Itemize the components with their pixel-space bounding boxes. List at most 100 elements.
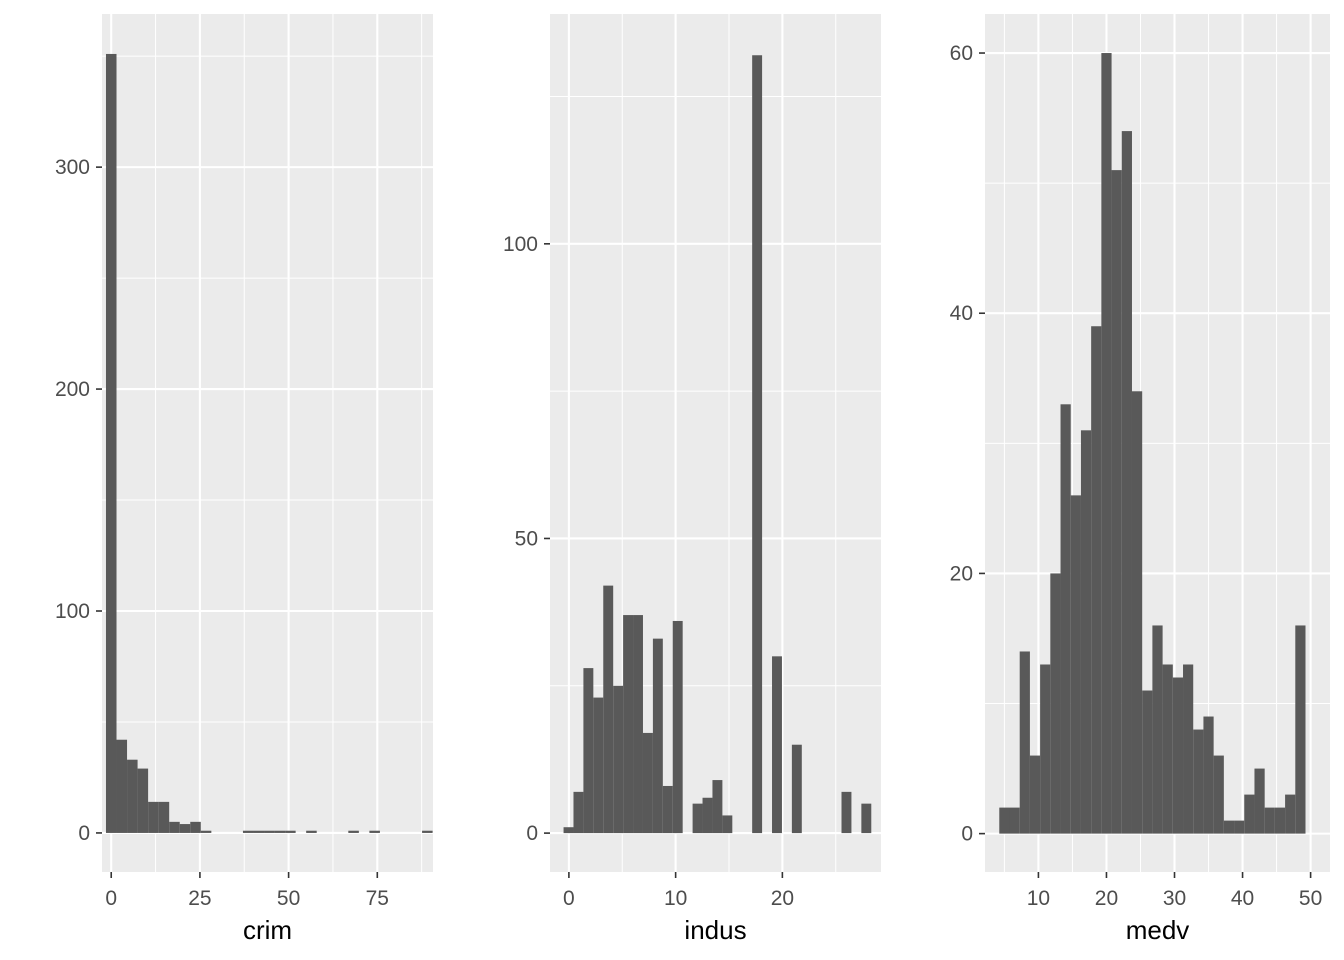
histogram-bar xyxy=(772,656,782,834)
y-tick-label: 0 xyxy=(961,823,973,846)
y-tick-label: 100 xyxy=(55,600,90,623)
histogram-bar xyxy=(1285,794,1296,834)
histogram-bar xyxy=(623,615,634,834)
histogram-bar xyxy=(1152,625,1163,834)
histogram-bar xyxy=(613,685,624,834)
y-tick-label: 50 xyxy=(515,527,538,550)
histogram-bar xyxy=(274,830,286,833)
x-tick-label: 25 xyxy=(188,887,211,910)
histogram-bar xyxy=(573,791,584,834)
histogram-bar xyxy=(1244,794,1255,834)
histogram-bar xyxy=(1091,326,1102,834)
histogram-bar xyxy=(702,797,713,834)
histogram-bar xyxy=(190,821,201,833)
y-tick-label: 60 xyxy=(950,42,973,65)
histogram-bar xyxy=(1264,807,1275,834)
histogram-bar xyxy=(652,638,663,834)
histogram-bar xyxy=(583,668,594,834)
histogram-bar xyxy=(1111,170,1122,834)
histogram-bar xyxy=(1234,820,1245,834)
histogram-bar xyxy=(722,815,733,834)
histogram-bar xyxy=(662,785,673,834)
histogram-bar xyxy=(1060,404,1071,834)
y-tick-label: 0 xyxy=(526,822,538,845)
x-tick-label: 10 xyxy=(1027,887,1050,910)
histogram-bar xyxy=(200,830,212,833)
histogram-bar xyxy=(1101,53,1112,834)
histogram-bar xyxy=(1029,755,1041,834)
histogram-bar xyxy=(1121,131,1132,834)
histogram-bar xyxy=(593,697,604,834)
histogram-bar xyxy=(148,801,159,833)
x-tick-label: 50 xyxy=(277,887,300,910)
histogram-bar xyxy=(672,620,683,834)
histogram-bar xyxy=(253,830,265,833)
histogram-bar xyxy=(642,732,653,834)
panel-background xyxy=(102,14,433,872)
histogram-bar xyxy=(1254,768,1265,834)
histogram-bar xyxy=(285,830,296,833)
y-tick-label: 200 xyxy=(55,378,90,401)
histogram-bar xyxy=(1019,651,1030,834)
histogram-bar xyxy=(563,827,574,834)
histogram-bar xyxy=(1295,625,1306,834)
x-tick-label: 40 xyxy=(1231,887,1254,910)
x-tick-label: 0 xyxy=(105,887,117,910)
histogram-bar xyxy=(712,780,723,834)
histogram-bar xyxy=(1142,690,1153,834)
histogram-bar xyxy=(306,830,317,833)
histogram-bar xyxy=(1223,820,1235,834)
y-tick-label: 40 xyxy=(950,302,973,325)
histogram-bar xyxy=(791,744,802,834)
histogram-bar xyxy=(1070,495,1081,834)
histogram-bar xyxy=(348,830,359,833)
histogram-bar xyxy=(1183,664,1194,834)
histogram-bar xyxy=(1131,391,1143,834)
y-tick-label: 100 xyxy=(503,233,538,256)
indus-histogram-panel: 0 10 20 0 50 100 indus xyxy=(503,14,881,945)
x-axis-title: indus xyxy=(684,915,746,945)
x-tick-label: 30 xyxy=(1163,887,1186,910)
histogram-bar xyxy=(999,807,1010,834)
histogram-bar xyxy=(105,53,117,833)
x-tick-label: 10 xyxy=(664,887,687,910)
histogram-bar xyxy=(1193,729,1204,834)
histogram-bar xyxy=(116,739,128,833)
histogram-bar xyxy=(127,759,138,833)
histogram-bar xyxy=(264,830,275,833)
y-tick-label: 0 xyxy=(78,822,90,845)
histogram-bar xyxy=(752,55,763,834)
histogram-bar xyxy=(179,824,191,833)
histogram-bar xyxy=(603,585,614,834)
histogram-bar xyxy=(1040,664,1051,834)
medv-histogram-panel: 10 20 30 40 50 0 20 40 60 medv xyxy=(950,14,1330,945)
histogram-bar xyxy=(169,821,180,833)
histogram-bar xyxy=(1274,807,1286,834)
histogram-bar xyxy=(158,801,170,833)
histogram-bar xyxy=(633,615,643,834)
histogram-bar xyxy=(1162,664,1173,834)
histogram-bar xyxy=(841,791,852,834)
crim-histogram-panel: 0 25 50 75 0 100 200 300 crim xyxy=(55,14,433,945)
histogram-bar xyxy=(692,803,703,834)
histogram-bar xyxy=(369,830,380,833)
x-tick-label: 50 xyxy=(1299,887,1322,910)
y-tick-label: 20 xyxy=(950,562,973,585)
histogram-bar xyxy=(1213,755,1224,834)
x-tick-label: 75 xyxy=(366,887,389,910)
histogram-bar xyxy=(242,830,254,833)
x-tick-label: 20 xyxy=(1095,887,1118,910)
x-tick-label: 20 xyxy=(771,887,794,910)
histogram-bar xyxy=(1203,716,1214,834)
histogram-bar xyxy=(422,830,433,833)
histogram-bar xyxy=(137,768,149,833)
x-axis-title: medv xyxy=(1126,915,1190,945)
histogram-bar xyxy=(1080,430,1092,834)
histogram-bar xyxy=(1009,807,1020,834)
histogram-bar xyxy=(1050,573,1061,834)
x-axis-title: crim xyxy=(243,915,292,945)
x-tick-label: 0 xyxy=(563,887,575,910)
histogram-bar xyxy=(1172,677,1184,834)
histogram-bar xyxy=(861,803,872,834)
